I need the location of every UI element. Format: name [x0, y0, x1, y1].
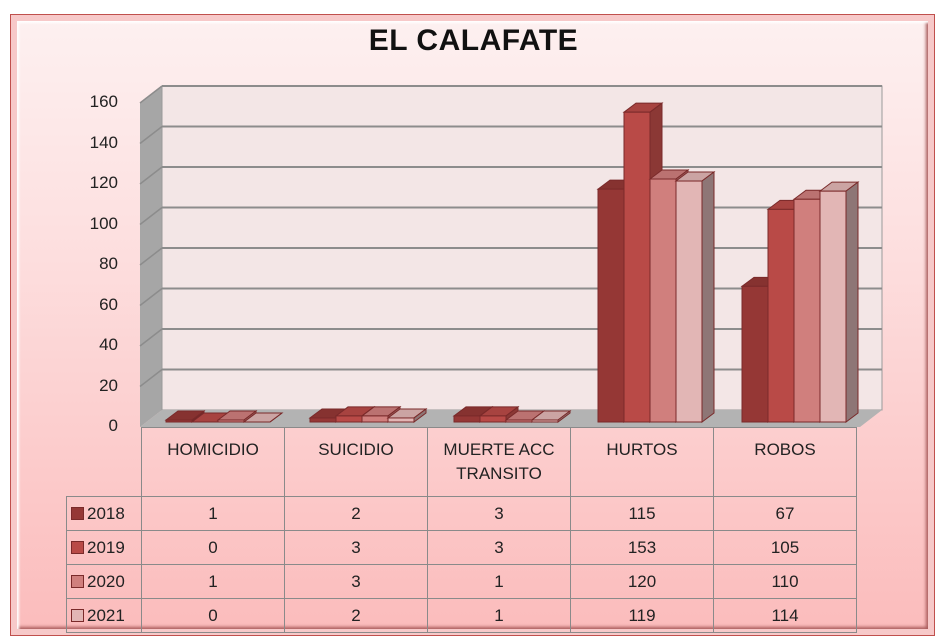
legend-swatch-icon: [71, 540, 84, 554]
bar-2021-1: [387, 417, 415, 423]
data-cell: 2: [284, 496, 428, 531]
gridline-side: [139, 206, 163, 226]
y-tick-label: 40: [99, 335, 118, 354]
category-header: HURTOS: [570, 427, 714, 497]
bar-2018-4: [741, 285, 769, 423]
data-cell: 114: [713, 598, 857, 633]
legend-swatch-icon: [71, 574, 84, 588]
y-tick-label: 160: [89, 92, 118, 111]
data-cell: 120: [570, 564, 714, 599]
data-cell: 0: [141, 598, 285, 633]
gridline-side: [139, 166, 163, 185]
bar-2018-1: [309, 417, 337, 423]
legend-swatch-icon: [71, 608, 84, 622]
bar-2021-2: [531, 419, 559, 423]
bar-side: [701, 171, 715, 423]
legend-key: 2020: [66, 564, 142, 599]
bar-2019-4: [767, 208, 795, 423]
bar-2021-4: [819, 190, 847, 423]
y-tick-label: 0: [108, 416, 118, 435]
data-cell: 115: [570, 496, 714, 531]
data-cell: 110: [713, 564, 857, 599]
bar-2020-3: [649, 178, 677, 423]
legend-key: 2019: [66, 530, 142, 565]
data-cell: 3: [284, 530, 428, 565]
data-cell: 1: [141, 564, 285, 599]
gridline-side: [139, 328, 163, 347]
data-cell: 3: [284, 564, 428, 599]
bar-2018-3: [597, 188, 625, 423]
legend-key: 2018: [66, 496, 142, 531]
category-header: SUICIDIO: [284, 427, 428, 497]
category-header: ROBOS: [713, 427, 857, 497]
bar-2019-3: [623, 111, 651, 423]
gridline-side: [139, 287, 163, 307]
legend-swatch-icon: [71, 506, 84, 520]
data-table: HOMICIDIO SUICIDIO MUERTE ACC TRANSITO HURTO…: [66, 427, 857, 633]
data-cell: 1: [141, 496, 285, 531]
bar-2018-2: [453, 415, 481, 423]
gridline-side: [139, 125, 163, 145]
legend-label: 2021: [87, 605, 125, 625]
bar-2019-1: [335, 415, 363, 423]
bar-2020-0: [217, 419, 245, 423]
legend-label: 2019: [87, 537, 125, 557]
bar-2020-2: [505, 419, 533, 423]
bar-side: [845, 181, 859, 423]
bar-2018-0: [165, 419, 193, 423]
y-tick-label: 20: [99, 375, 118, 395]
data-cell: 1: [427, 598, 571, 633]
y-tick-label: 120: [89, 173, 118, 192]
legend-key: 2021: [66, 598, 142, 633]
y-tick-label: 100: [89, 213, 118, 233]
y-tick-label: 80: [99, 254, 118, 273]
gridline-side: [139, 85, 163, 104]
bar-2021-3: [675, 180, 703, 423]
data-cell: 67: [713, 496, 857, 531]
gridline-side: [139, 368, 163, 388]
legend-label: 2020: [87, 571, 125, 591]
gridline-side: [139, 247, 163, 266]
bar-2019-2: [479, 415, 507, 423]
data-table-row: 2020 1 3 1 120 110: [66, 564, 857, 599]
legend-label: 2018: [87, 503, 125, 523]
y-tick-label: 140: [89, 132, 118, 152]
data-table-row: 2021 0 2 1 119 114: [66, 598, 857, 633]
data-cell: 105: [713, 530, 857, 565]
chart-title: EL CALAFATE: [368, 24, 579, 57]
data-table-corner: [66, 427, 142, 497]
category-header: MUERTE ACC TRANSITO: [427, 427, 571, 497]
data-table-header-row: HOMICIDIO SUICIDIO MUERTE ACC TRANSITO HURTO…: [66, 427, 857, 497]
data-cell: 0: [141, 530, 285, 565]
y-tick-label: 60: [99, 294, 118, 314]
data-cell: 1: [427, 564, 571, 599]
bar-2020-4: [793, 198, 821, 423]
data-cell: 119: [570, 598, 714, 633]
bar-side: [269, 412, 283, 423]
category-header: HOMICIDIO: [141, 427, 285, 497]
data-cell: 3: [427, 530, 571, 565]
data-table-row: 2018 1 2 3 115 67: [66, 496, 857, 531]
bar-2020-1: [361, 415, 389, 423]
data-table-row: 2019 0 3 3 153 105: [66, 530, 857, 565]
data-cell: 2: [284, 598, 428, 633]
data-cell: 153: [570, 530, 714, 565]
data-cell: 3: [427, 496, 571, 531]
